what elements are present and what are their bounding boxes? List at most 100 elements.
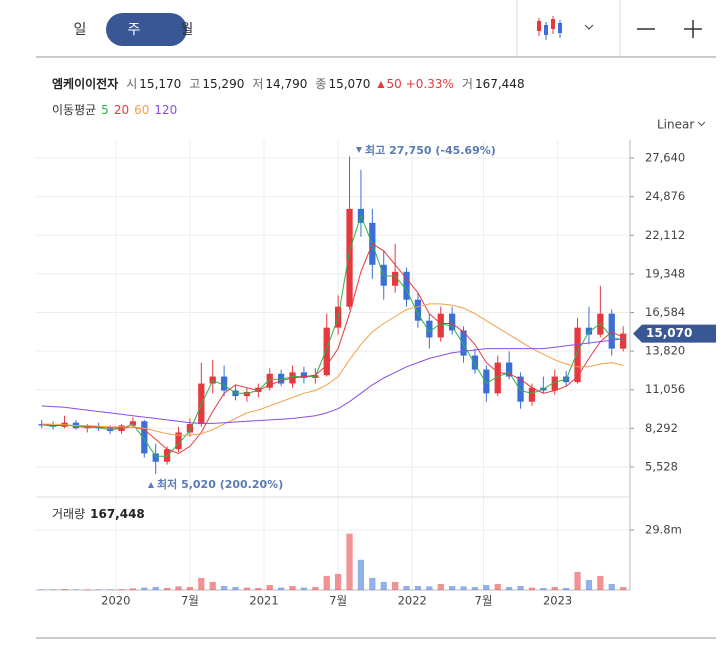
scale-chevron[interactable] <box>697 121 706 127</box>
volume-bar <box>209 581 216 590</box>
candle-body <box>437 313 444 338</box>
volume-bar <box>141 587 148 590</box>
x-tick-label: 7월 <box>181 594 199 608</box>
volume-bar <box>426 586 433 590</box>
price-header: 엠케이이전자 시 15,170 고 15,290 저 14,790 종 15,070 50 +0.3… <box>52 76 525 91</box>
candle-body <box>471 355 479 370</box>
x-tick-label: 2022 <box>398 594 427 608</box>
candle-body <box>186 424 194 433</box>
y-tick-label: 19,348 <box>645 266 685 280</box>
y-tick-label: 24,876 <box>645 189 685 203</box>
volume-bar <box>175 586 182 590</box>
scale-mode[interactable]: Linear <box>657 118 694 132</box>
volume-bar <box>198 577 205 590</box>
low-marker <box>148 482 154 488</box>
candle-body <box>346 208 353 307</box>
high-note: 최고 27,750 (-45.69%) <box>365 143 496 157</box>
last-price-label: 15,070 <box>646 326 692 340</box>
change-value: 50 <box>386 77 401 91</box>
candle-body <box>460 330 467 356</box>
header-label: 저 <box>252 77 263 91</box>
candle-body <box>483 369 490 394</box>
volume-bar <box>403 585 410 590</box>
header-value: 167,448 <box>475 77 525 91</box>
volume-bar <box>152 586 159 590</box>
candle-body <box>152 453 159 462</box>
volume-tick-label: 29.8m <box>645 523 682 537</box>
volume-bar <box>38 589 45 590</box>
candle-body <box>38 424 45 426</box>
up-arrow <box>377 81 385 88</box>
volume-bar <box>585 579 593 590</box>
candle-body <box>414 299 422 321</box>
volume-bar <box>483 584 490 590</box>
header-label: 시 <box>126 77 137 91</box>
x-tick-label: 2020 <box>101 594 130 608</box>
volume-bar <box>323 575 330 590</box>
candle-body <box>277 373 285 384</box>
dropdown-chevron[interactable] <box>584 24 594 30</box>
volume-bar <box>266 584 273 590</box>
volume-bar <box>551 586 558 590</box>
tab[interactable]: 월 <box>181 22 194 38</box>
volume-bar <box>392 581 399 590</box>
volume-bar <box>300 587 308 590</box>
volume-bar <box>494 583 501 590</box>
candle-body <box>266 373 273 388</box>
volume-bar <box>106 589 114 590</box>
candle-body <box>141 421 148 454</box>
volume-bar <box>437 583 444 590</box>
last-price-tag <box>633 324 716 343</box>
volume-bar <box>72 589 80 590</box>
moving-average <box>41 338 624 424</box>
volume-bar <box>369 577 376 590</box>
volume-bar <box>118 589 125 590</box>
header-value: 14,790 <box>265 77 307 91</box>
candle-body <box>608 313 615 349</box>
volume-bar <box>414 585 422 590</box>
candle-body <box>426 320 433 338</box>
volume-bar <box>357 559 365 590</box>
volume-bar <box>186 586 194 590</box>
x-tick-label: 7월 <box>329 594 347 608</box>
stock-name: 엠케이이전자 <box>52 76 118 91</box>
y-tick-label: 8,292 <box>645 421 678 435</box>
volume-bar <box>540 587 547 590</box>
volume-bar <box>597 575 604 590</box>
volume-bar <box>608 583 615 590</box>
candle-body <box>392 271 399 286</box>
candle-body <box>129 421 137 426</box>
selected-tab-pill[interactable] <box>106 13 187 46</box>
legend-entry: 120 <box>154 103 177 117</box>
tab[interactable]: 일 <box>74 22 87 38</box>
volume-bar <box>574 571 581 590</box>
tab[interactable]: 주 <box>128 22 141 38</box>
volume-bar <box>129 588 137 590</box>
candle-body <box>220 376 228 391</box>
y-tick-label: 11,056 <box>645 382 685 396</box>
high-marker <box>356 147 362 153</box>
volume-bar <box>84 589 91 590</box>
volume-bar <box>563 587 570 590</box>
y-tick-label: 13,820 <box>645 344 685 358</box>
change-pct: +0.33% <box>406 77 454 91</box>
candle-body <box>517 376 524 402</box>
volume-bar <box>277 587 285 590</box>
moving-average <box>41 303 624 436</box>
x-tick-label: 2021 <box>249 594 278 608</box>
chart-type-icon[interactable] <box>537 16 562 40</box>
candle-body <box>323 327 330 376</box>
volume-bar <box>517 585 524 590</box>
volume-bar <box>528 587 536 590</box>
candle-body <box>494 362 501 394</box>
volume-bar <box>471 586 479 590</box>
x-tick-label: 7월 <box>475 594 493 608</box>
legend-entry: 5 <box>101 103 109 117</box>
zoom-in[interactable] <box>684 20 702 38</box>
candle-body <box>209 376 216 384</box>
candle-body <box>506 362 513 377</box>
volume-bar <box>232 586 239 590</box>
candle-body <box>620 333 627 349</box>
legend-entry: 60 <box>134 103 149 117</box>
